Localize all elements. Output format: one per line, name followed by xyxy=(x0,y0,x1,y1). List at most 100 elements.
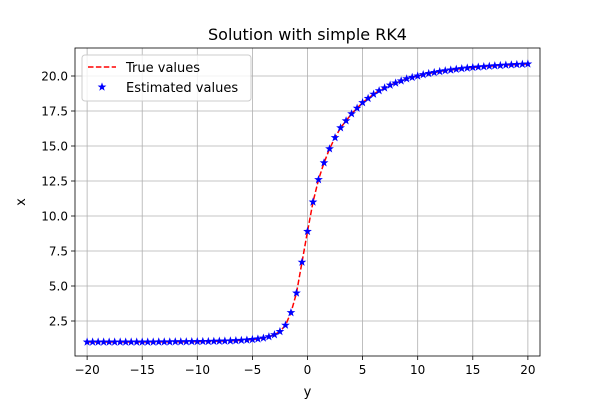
estimated-value-point xyxy=(424,68,434,78)
estimated-value-point xyxy=(435,66,445,76)
estimated-value-point xyxy=(225,336,235,345)
estimated-value-point xyxy=(462,63,472,72)
estimated-value-point xyxy=(308,197,318,206)
legend: True values Estimated values xyxy=(81,54,252,102)
x-tick-label: 5 xyxy=(359,363,367,377)
estimated-value-point xyxy=(104,337,114,346)
y-tick-label: 12.5 xyxy=(41,175,68,189)
estimated-value-point xyxy=(495,60,505,70)
y-tick-label: 20.0 xyxy=(41,70,68,84)
estimated-value-point xyxy=(440,66,450,75)
y-tick-label: 10.0 xyxy=(41,210,68,224)
estimated-value-point xyxy=(286,308,296,317)
estimated-value-point xyxy=(132,337,142,346)
estimated-value-point xyxy=(237,335,246,345)
estimated-value-point xyxy=(264,332,274,341)
estimated-value-point xyxy=(506,60,516,69)
estimated-value-point xyxy=(203,336,213,346)
estimated-value-point xyxy=(457,63,467,73)
estimated-value-point xyxy=(176,337,186,346)
y-ticks: 2.5 5.0 7.5 10.0 12.5 15.0 17.5 20.0 xyxy=(41,70,75,329)
estimated-value-point xyxy=(352,103,362,112)
estimated-value-point xyxy=(248,334,257,344)
estimated-value-point xyxy=(292,288,301,297)
estimated-value-point xyxy=(281,320,290,329)
estimated-value-point xyxy=(242,335,252,344)
estimated-value-point xyxy=(490,61,500,70)
x-ticks: −20 −15 −10 −5 0 5 10 15 20 xyxy=(74,356,536,377)
estimated-value-point xyxy=(303,226,312,236)
estimated-value-point xyxy=(99,337,109,346)
x-tick-label: −5 xyxy=(244,363,262,377)
estimated-value-point xyxy=(358,98,367,107)
estimated-value-point xyxy=(363,93,373,103)
estimated-value-point xyxy=(336,123,345,132)
estimated-value-point xyxy=(402,74,412,83)
estimated-value-point xyxy=(391,78,401,87)
estimated-value-point xyxy=(259,333,268,342)
estimated-value-point xyxy=(214,336,224,345)
estimated-value-point xyxy=(143,337,153,346)
estimated-value-point xyxy=(418,70,428,79)
y-tick-label: 2.5 xyxy=(49,315,68,329)
estimated-value-point xyxy=(407,72,417,82)
estimated-value-point xyxy=(446,65,456,74)
estimated-value-point xyxy=(473,62,483,71)
estimated-value-point xyxy=(523,59,533,68)
y-tick-label: 17.5 xyxy=(41,105,68,119)
estimated-value-point xyxy=(93,337,103,346)
x-tick-label: 20 xyxy=(520,363,535,377)
estimated-value-point xyxy=(115,337,125,346)
estimated-value-point xyxy=(82,337,92,346)
x-tick-label: 0 xyxy=(304,363,312,377)
estimated-value-point xyxy=(314,175,323,184)
y-tick-label: 15.0 xyxy=(41,140,68,154)
chart-title: Solution with simple RK4 xyxy=(208,25,407,44)
estimated-value-point xyxy=(468,62,478,72)
estimated-value-point xyxy=(192,336,202,346)
legend-estimated-values-label: Estimated values xyxy=(126,81,238,96)
estimated-value-point xyxy=(297,257,307,266)
y-tick-label: 5.0 xyxy=(49,280,68,294)
estimated-value-point xyxy=(181,337,191,346)
estimated-value-point xyxy=(413,71,423,80)
estimated-value-point xyxy=(110,337,120,346)
estimated-value-point xyxy=(253,334,263,343)
estimated-value-point xyxy=(209,336,219,346)
x-tick-label: −15 xyxy=(130,363,155,377)
legend-estimated-values-marker xyxy=(97,82,107,91)
x-tick-label: 15 xyxy=(465,363,480,377)
estimated-value-point xyxy=(380,83,390,92)
x-tick-label: −20 xyxy=(74,363,99,377)
estimated-value-point xyxy=(347,109,356,118)
estimated-value-point xyxy=(484,61,494,70)
estimated-value-point xyxy=(170,337,180,346)
legend-true-values-label: True values xyxy=(125,61,200,76)
estimated-value-point xyxy=(396,76,406,85)
x-axis-label: y xyxy=(304,385,312,400)
estimated-value-point xyxy=(501,60,511,69)
estimated-value-point xyxy=(385,80,395,89)
estimated-value-point xyxy=(88,337,98,346)
estimated-value-point xyxy=(341,116,351,125)
estimated-value-point xyxy=(270,330,279,339)
estimated-value-point xyxy=(126,337,136,346)
estimated-value-point xyxy=(187,336,197,346)
legend-box xyxy=(81,54,252,102)
estimated-value-point xyxy=(159,337,169,346)
estimated-value-point xyxy=(517,59,527,68)
estimated-value-point xyxy=(121,337,131,346)
x-tick-label: 10 xyxy=(410,363,425,377)
estimated-value-point xyxy=(220,336,230,345)
estimated-value-point xyxy=(137,337,147,346)
estimated-value-point xyxy=(231,336,241,345)
estimated-value-point xyxy=(374,86,384,95)
estimated-value-point xyxy=(429,67,439,77)
y-tick-label: 7.5 xyxy=(49,245,68,259)
estimated-value-point xyxy=(275,326,285,336)
estimated-value-point xyxy=(330,133,340,142)
estimated-value-point xyxy=(325,144,334,153)
estimated-value-point xyxy=(154,337,164,346)
estimated-value-point xyxy=(198,336,208,346)
